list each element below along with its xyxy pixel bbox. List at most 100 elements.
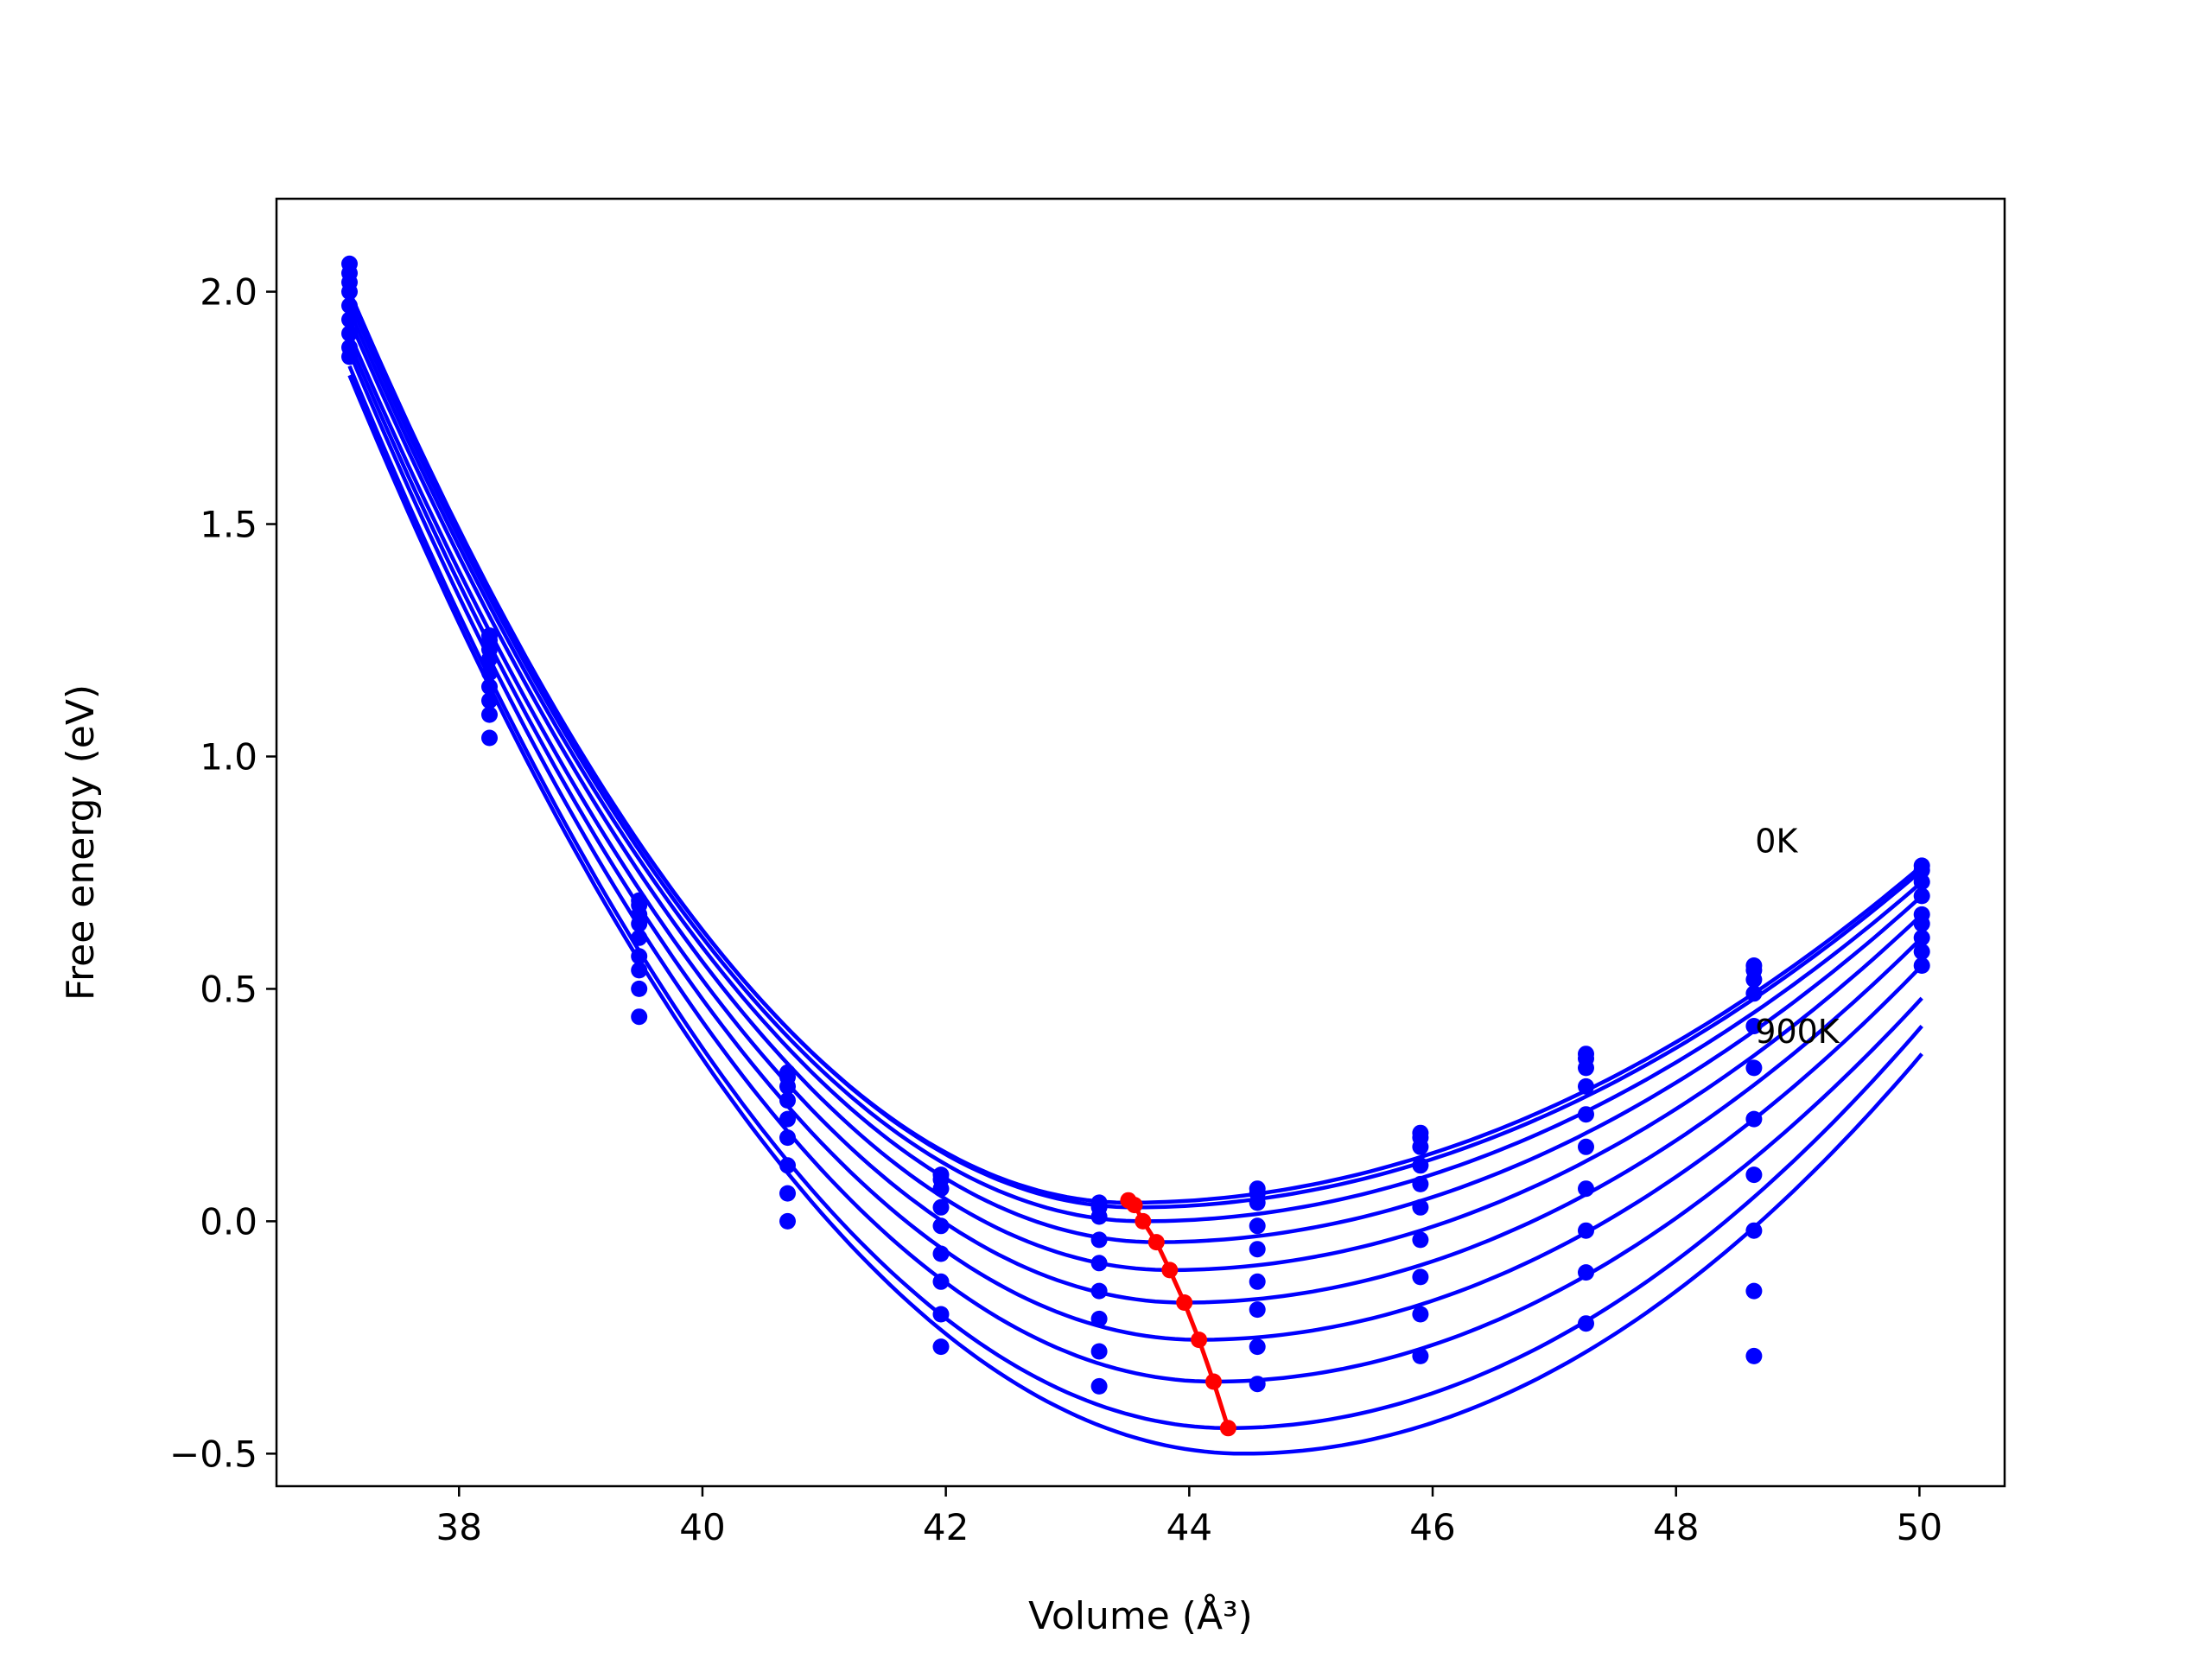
x-tick-label: 42 — [923, 1506, 969, 1548]
y-tick-label: 0.5 — [200, 968, 257, 1010]
data-point — [1249, 1338, 1266, 1356]
data-points — [341, 255, 1930, 1395]
data-point — [1412, 1198, 1429, 1216]
data-point — [1578, 1077, 1594, 1095]
data-point — [1412, 1268, 1429, 1286]
data-point — [1249, 1376, 1266, 1393]
data-point — [1578, 1315, 1594, 1332]
data-point — [1913, 957, 1930, 974]
data-point — [1090, 1231, 1108, 1249]
data-point — [1745, 1018, 1763, 1034]
data-point — [631, 962, 648, 979]
data-point — [932, 1245, 950, 1262]
data-point — [1913, 861, 1930, 879]
data-point — [932, 1338, 950, 1356]
data-point — [1578, 1059, 1594, 1077]
data-point — [631, 948, 648, 965]
data-point — [1745, 1222, 1763, 1239]
x-tick-label: 44 — [1166, 1506, 1212, 1548]
data-point — [1913, 929, 1930, 946]
minimum-point — [1147, 1234, 1165, 1251]
x-tick-label: 38 — [436, 1506, 482, 1548]
data-point — [1913, 887, 1930, 905]
x-axis-ticks: 38 40 42 44 46 48 50 — [436, 1486, 1942, 1548]
data-point — [1090, 1377, 1108, 1395]
data-point — [1913, 943, 1930, 960]
data-point — [1090, 1310, 1108, 1327]
data-point — [1249, 1273, 1266, 1290]
data-point — [481, 692, 498, 709]
data-point — [1249, 1241, 1266, 1258]
data-point — [1412, 1175, 1429, 1192]
data-point — [631, 980, 648, 997]
y-axis-ticks: −0.5 0.0 0.5 1.0 1.5 2.0 — [169, 271, 276, 1475]
data-point — [1578, 1222, 1594, 1239]
data-point — [1745, 1110, 1763, 1128]
data-point — [481, 706, 498, 723]
data-point — [932, 1273, 950, 1290]
data-point — [1412, 1231, 1429, 1249]
data-point — [1745, 1282, 1763, 1300]
data-point — [779, 1185, 796, 1202]
data-point — [779, 1212, 796, 1230]
data-point — [481, 651, 498, 667]
data-point — [481, 678, 498, 696]
fit-curve-6 — [347, 333, 1923, 1305]
fit-curve-4 — [347, 309, 1923, 1244]
data-point — [1745, 1166, 1763, 1184]
plot-frame — [275, 197, 2006, 1488]
data-point — [779, 1110, 796, 1128]
data-point — [932, 1180, 950, 1198]
y-tick-label: 2.0 — [200, 271, 257, 314]
data-point — [341, 325, 358, 342]
data-point — [341, 283, 358, 301]
data-point — [341, 348, 358, 365]
fit-curve-7 — [347, 341, 1923, 1342]
data-point — [481, 729, 498, 747]
data-point — [932, 1217, 950, 1235]
data-point — [932, 1198, 950, 1216]
minima-path — [1120, 1192, 1236, 1437]
y-tick-label: 1.5 — [200, 504, 257, 546]
fit-curves — [347, 290, 1923, 1456]
x-tick-label: 40 — [679, 1506, 725, 1548]
fit-curve-5 — [347, 319, 1923, 1273]
annotations: 0K 900K — [1755, 822, 1840, 1051]
data-point — [1412, 1138, 1429, 1155]
data-point — [631, 929, 648, 946]
data-point — [1745, 1347, 1763, 1364]
data-point — [1090, 1208, 1108, 1225]
y-axis-label: Free energy (eV) — [59, 684, 103, 1001]
data-point — [631, 1008, 648, 1026]
data-point — [1090, 1255, 1108, 1272]
data-point — [1913, 915, 1930, 932]
x-axis-label: Volume (Å³) — [1028, 1592, 1253, 1638]
data-point — [1578, 1138, 1594, 1155]
data-point — [1745, 985, 1763, 1002]
data-point — [1745, 1059, 1763, 1077]
minimum-point — [1191, 1332, 1208, 1349]
data-point — [1578, 1180, 1594, 1198]
data-point — [1412, 1306, 1429, 1323]
minimum-point — [1205, 1373, 1222, 1390]
data-point — [1745, 971, 1763, 988]
y-tick-label: 1.0 — [200, 735, 257, 778]
data-point — [779, 1092, 796, 1109]
minimum-point — [1161, 1262, 1179, 1279]
data-point — [1090, 1343, 1108, 1360]
data-point — [341, 297, 358, 315]
data-point — [1249, 1301, 1266, 1319]
data-point — [1412, 1347, 1429, 1364]
data-point — [932, 1306, 950, 1323]
fit-curve-8 — [347, 351, 1923, 1384]
data-point — [779, 1129, 796, 1147]
data-point — [481, 664, 498, 682]
minimum-point — [1219, 1420, 1236, 1437]
x-tick-label: 46 — [1409, 1506, 1455, 1548]
temperature-annotation: 900K — [1755, 1013, 1840, 1051]
data-point — [1249, 1194, 1266, 1211]
data-point — [779, 1077, 796, 1095]
y-tick-label: 0.0 — [200, 1200, 257, 1243]
